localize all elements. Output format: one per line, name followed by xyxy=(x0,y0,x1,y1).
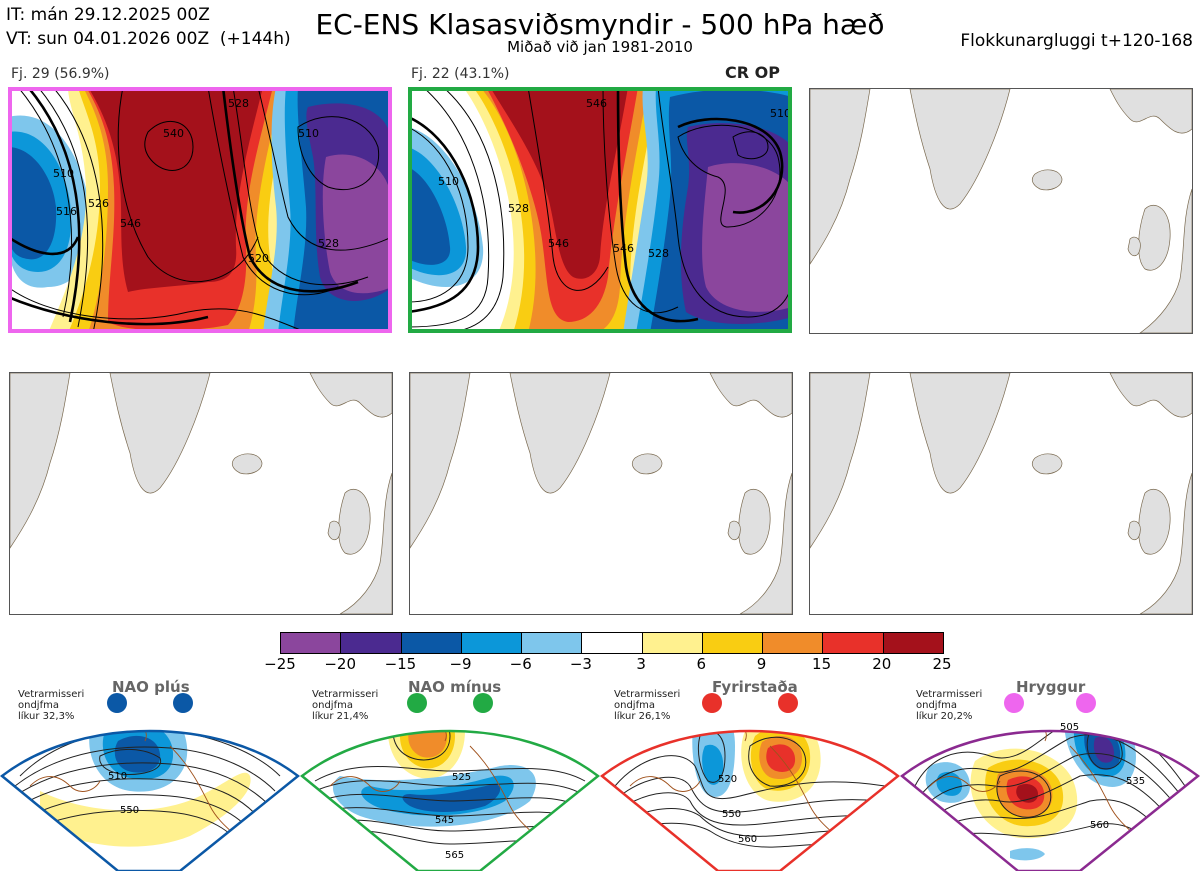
contour-label: 545 xyxy=(435,815,454,826)
contour-label: 510 xyxy=(108,771,127,782)
contour-label: 528 xyxy=(228,97,249,110)
regime-title: Fyrirstaða xyxy=(712,678,798,696)
colorbar-tick: −20 xyxy=(324,655,357,673)
contour-label: 550 xyxy=(722,809,741,820)
colorbar-segment xyxy=(882,633,943,653)
contour-label: 550 xyxy=(120,805,139,816)
regime-dot-right xyxy=(1076,693,1096,713)
valid-time: VT: sun 04.01.2026 00Z (+144h) xyxy=(6,29,291,49)
regime-dot-right xyxy=(173,693,193,713)
cluster-1-border xyxy=(8,87,392,333)
contour-label: 546 xyxy=(586,97,607,110)
colorbar-segment xyxy=(340,633,401,653)
init-time: IT: mán 29.12.2025 00Z xyxy=(6,5,210,25)
contour-label: 526 xyxy=(88,197,109,210)
colorbar-segment xyxy=(460,633,522,653)
contour-label: 525 xyxy=(452,772,471,783)
colorbar-tick: −15 xyxy=(384,655,417,673)
cluster-2-label: Fj. 22 (43.1%) xyxy=(411,66,510,82)
colorbar-tick: 20 xyxy=(872,655,892,673)
regime-dot-left xyxy=(107,693,127,713)
regime-title: Hryggur xyxy=(1016,678,1086,696)
colorbar-tick: −6 xyxy=(509,655,532,673)
contour-label: 510 xyxy=(298,127,319,140)
contour-label: 560 xyxy=(1090,820,1109,831)
contour-label: 510 xyxy=(53,167,74,180)
colorbar-tick: 6 xyxy=(696,655,707,673)
colorbar-tick: 3 xyxy=(636,655,646,673)
regime-title: NAO mínus xyxy=(408,678,502,696)
contour-label: 560 xyxy=(738,834,757,845)
regime-dot-left xyxy=(407,693,427,713)
contour-label: 528 xyxy=(318,237,339,250)
contour-label: 516 xyxy=(56,205,77,218)
colorbar-segment xyxy=(521,633,582,653)
regime-description: Vetrarmisseri ondjfma líkur 21,4% xyxy=(312,689,379,722)
colorbar-tick: −25 xyxy=(264,655,296,673)
empty-map-4 xyxy=(809,372,1193,615)
contour-label: 546 xyxy=(120,217,141,230)
empty-map-2 xyxy=(9,372,393,615)
colorbar-segment xyxy=(822,633,883,653)
regime-description: Vetrarmisseri ondjfma líkur 32,3% xyxy=(18,689,85,722)
colorbar-segment xyxy=(641,633,702,653)
empty-map-1 xyxy=(809,88,1193,334)
regime-dot-right xyxy=(473,693,493,713)
contour-label: 565 xyxy=(445,850,464,861)
control-operational-tag: CR OP xyxy=(725,63,780,82)
cluster-1-map: 510 516 526 546 540 528 520 510 528 xyxy=(7,86,393,334)
regime-nao-minus: Vetrarmisseri ondjfma líkur 21,4% NAO mínu… xyxy=(300,676,600,871)
contour-label: 520 xyxy=(248,252,269,265)
contour-label: 520 xyxy=(718,774,737,785)
colorbar-segment xyxy=(281,633,341,653)
contour-label: 528 xyxy=(508,202,529,215)
colorbar-tick: −9 xyxy=(449,655,472,673)
contour-label: 510 xyxy=(770,107,791,120)
regime-nao-plus: Vetrarmisseri ondjfma líkur 32,3% NAO plús xyxy=(0,676,300,871)
colorbar-segment xyxy=(701,633,763,653)
cluster-1-label: Fj. 29 (56.9%) xyxy=(11,66,110,82)
contour-label: 546 xyxy=(613,242,634,255)
colorbar-ticks: −25 −20 −15 −9 −6 −3 3 6 9 15 20 25 xyxy=(264,655,951,675)
regime-description: Vetrarmisseri ondjfma líkur 20,2% xyxy=(916,689,983,722)
colorbar-segment xyxy=(581,633,642,653)
colorbar-tick: 25 xyxy=(932,655,952,673)
colorbar-tick: −3 xyxy=(569,655,592,673)
regime-dot-left xyxy=(702,693,722,713)
empty-map-3 xyxy=(409,372,793,615)
colorbar-tick: 9 xyxy=(756,655,767,673)
colorbar-segment xyxy=(762,633,823,653)
cluster-2-map: 510 546 528 546 528 546 510 xyxy=(407,86,793,334)
contour-label: 546 xyxy=(548,237,569,250)
cluster-2-border xyxy=(408,87,792,333)
classification-window: Flokkunargluggi t+120-168 xyxy=(960,31,1193,51)
colorbar-tick: 15 xyxy=(812,655,832,673)
contour-label: 505 xyxy=(1060,722,1079,733)
page-subtitle: Miðað við jan 1981-2010 xyxy=(507,38,693,56)
regime-dot-left xyxy=(1004,693,1024,713)
regime-ridge: Vetrarmisseri ondjfma líkur 20,2% Hryggur xyxy=(900,676,1200,871)
contour-label: 540 xyxy=(163,127,184,140)
colorbar-segment xyxy=(400,633,461,653)
regime-blocking: Vetrarmisseri ondjfma líkur 26,1% Fyrirsta… xyxy=(600,676,900,871)
regime-description: Vetrarmisseri ondjfma líkur 26,1% xyxy=(614,689,681,722)
contour-label: 535 xyxy=(1126,776,1145,787)
contour-label: 528 xyxy=(648,247,669,260)
regime-title: NAO plús xyxy=(112,678,190,696)
contour-label: 510 xyxy=(438,175,459,188)
regime-dot-right xyxy=(778,693,798,713)
colorbar xyxy=(280,632,944,654)
page-title: EC-ENS Klasasviðsmyndir - 500 hPa hæð xyxy=(315,8,885,41)
